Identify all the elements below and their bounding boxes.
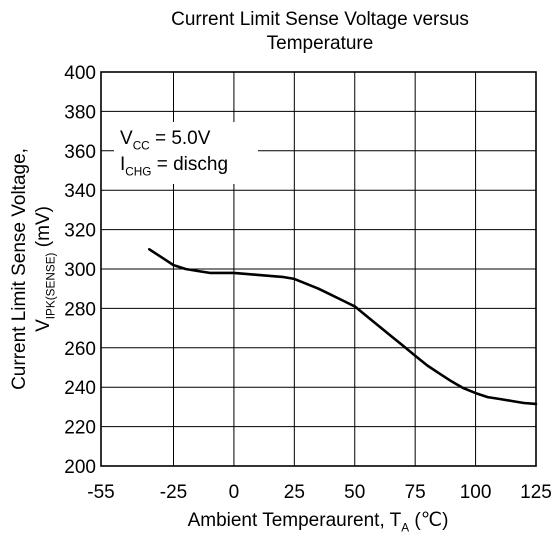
x-axis-label: Ambient Temperaurent, TA (℃) xyxy=(188,510,449,534)
x-tick-label: 100 xyxy=(460,482,492,503)
plot-area xyxy=(100,71,537,467)
y-tick-label: 360 xyxy=(64,142,96,163)
annotation-text: VCC = 5.0V xyxy=(120,128,211,152)
chart-title-line: Temperature xyxy=(267,33,374,54)
y-tick-label: 320 xyxy=(64,221,96,242)
x-tick-label: 75 xyxy=(405,482,426,503)
y-tick-label: 220 xyxy=(64,418,96,439)
x-tick-label: 50 xyxy=(344,482,365,503)
x-tick-label: 25 xyxy=(284,482,305,503)
chart-title-line: Current Limit Sense Voltage versus xyxy=(171,9,469,30)
x-axis-label-text: Ambient Temperaurent, TA (℃) xyxy=(188,510,449,534)
annotation-text: ICHG = dischg xyxy=(120,154,228,178)
y-tick-label: 400 xyxy=(64,63,96,84)
y-axis-label-line1: Current Limit Sense Voltage, xyxy=(9,148,30,390)
y-axis-label: Current Limit Sense Voltage, VIPK(SENSE) … xyxy=(9,148,57,390)
x-tick-label: -55 xyxy=(87,482,114,503)
x-tick-label: 0 xyxy=(229,482,240,503)
y-tick-label: 380 xyxy=(64,102,96,123)
series-group xyxy=(148,248,538,406)
axis-ticks: -55 -25 0 25 50 75 100 125 200 220 240 260 280 300 320… xyxy=(64,63,552,503)
x-tick-label: 125 xyxy=(520,482,552,503)
y-tick-label: 280 xyxy=(64,299,96,320)
chart-title: Current Limit Sense Voltage versus Temper… xyxy=(171,9,469,54)
x-tick-label: -25 xyxy=(160,482,187,503)
y-tick-label: 200 xyxy=(64,457,96,478)
y-tick-label: 300 xyxy=(64,260,96,281)
y-tick-label: 340 xyxy=(64,181,96,202)
grid-lines xyxy=(100,71,537,467)
y-tick-label: 260 xyxy=(64,339,96,360)
y-axis-label-line2: VIPK(SENSE) (mV) xyxy=(33,206,57,332)
data-series-line xyxy=(148,248,538,406)
annotation-background xyxy=(114,122,258,184)
y-tick-label: 240 xyxy=(64,378,96,399)
